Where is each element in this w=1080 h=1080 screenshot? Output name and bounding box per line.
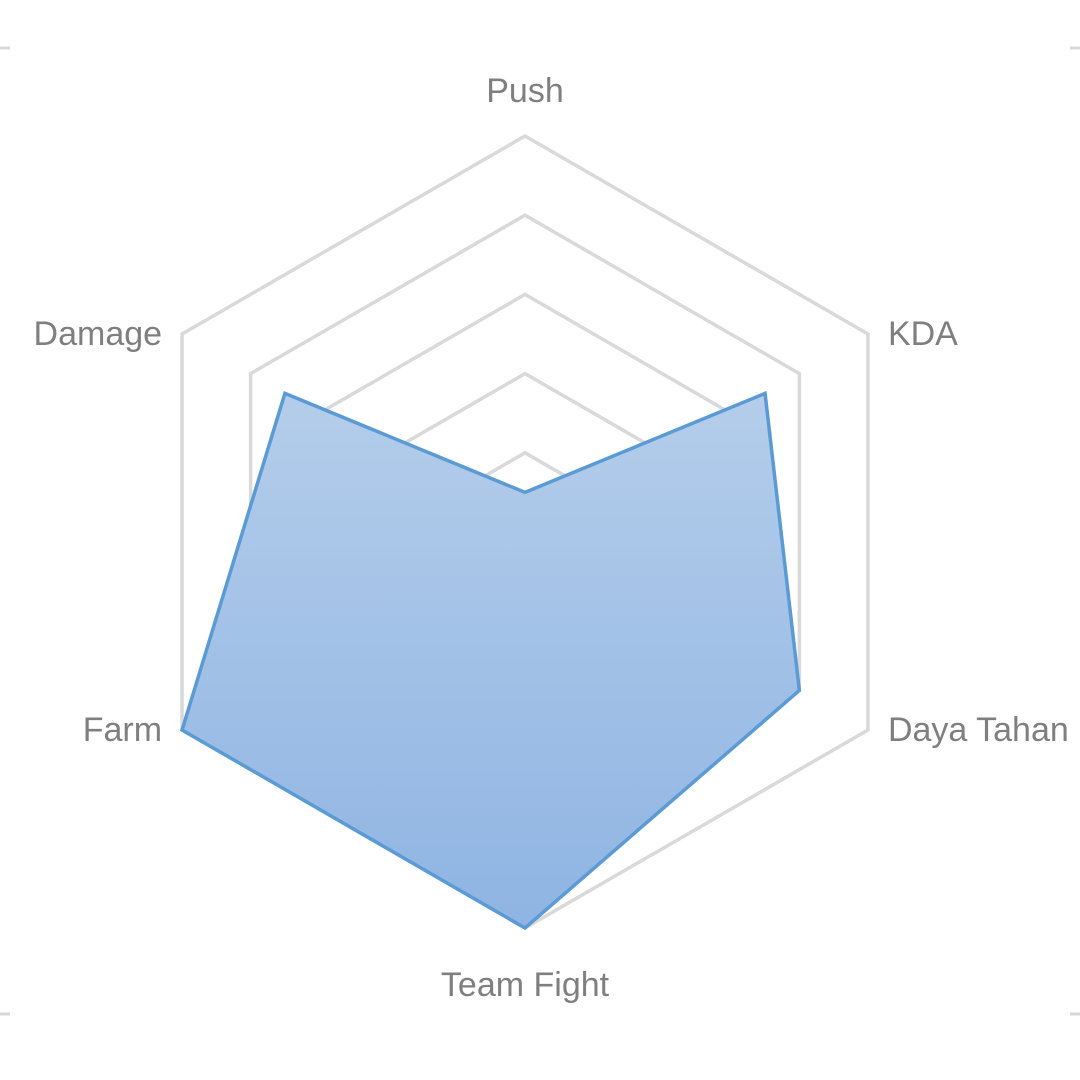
axis-labels: Push KDA Daya Tahan Team Fight Farm Damage xyxy=(34,72,1069,1004)
radar-series xyxy=(179,390,802,931)
axis-label-damage: Damage xyxy=(34,315,163,353)
axis-label-daya-tahan: Daya Tahan xyxy=(888,711,1069,749)
axis-label-farm: Farm xyxy=(83,711,162,749)
axis-label-team-fight: Team Fight xyxy=(441,966,610,1004)
axis-label-kda: KDA xyxy=(888,315,958,353)
axis-label-push: Push xyxy=(486,72,564,110)
